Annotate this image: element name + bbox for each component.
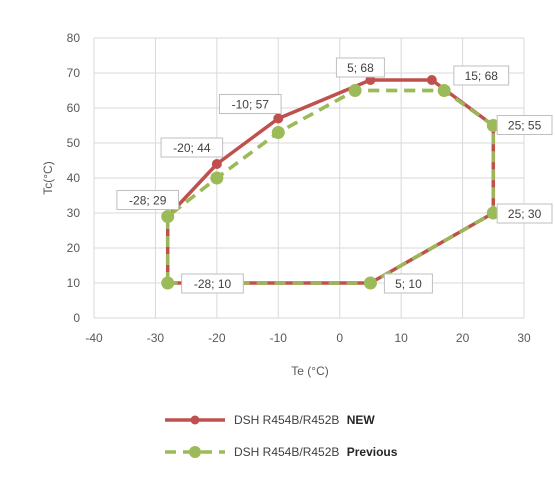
y-tick-label: 20 bbox=[67, 241, 81, 255]
series-lines bbox=[161, 75, 500, 290]
series-point-previous bbox=[486, 119, 500, 132]
data-callout: 15; 68 bbox=[453, 65, 510, 86]
series-point-new bbox=[273, 113, 284, 124]
callout-label: -28; 29 bbox=[129, 194, 167, 208]
y-tick-label: 0 bbox=[73, 311, 80, 325]
data-callout: -28; 10 bbox=[181, 273, 244, 294]
data-callouts: 5; 68 15; 68 -10; 57 25; 55 -20; 44 -28; 29 25… bbox=[116, 57, 553, 294]
callout-box bbox=[496, 203, 553, 224]
x-tick-label: -40 bbox=[85, 331, 103, 345]
data-callout: -10; 57 bbox=[218, 94, 282, 114]
callout-label: -20; 44 bbox=[173, 141, 211, 155]
callout-label: -10; 57 bbox=[232, 98, 270, 112]
series-point-new bbox=[426, 75, 437, 85]
y-tick-label: 70 bbox=[67, 66, 81, 80]
x-tick-label: 0 bbox=[336, 331, 343, 345]
x-axis-title: Te (°C) bbox=[291, 364, 328, 378]
legend-entry: DSH R454B/R452B Previous bbox=[165, 445, 398, 459]
series-point-previous bbox=[437, 84, 451, 97]
data-callout: 25; 30 bbox=[496, 203, 553, 224]
x-tick-label: 30 bbox=[517, 331, 531, 345]
data-callout: -28; 29 bbox=[116, 190, 180, 210]
x-tick-label: -20 bbox=[208, 331, 226, 345]
callout-box bbox=[181, 273, 244, 294]
callout-box bbox=[383, 273, 433, 294]
x-tick-label: 20 bbox=[456, 331, 470, 345]
y-tick-label: 50 bbox=[67, 136, 81, 150]
y-axis-title: Tc(°C) bbox=[41, 161, 55, 194]
callout-box bbox=[453, 65, 510, 86]
y-tick-label: 80 bbox=[67, 31, 81, 45]
callout-label: 5; 10 bbox=[395, 277, 422, 291]
series-point-previous bbox=[348, 84, 362, 97]
x-tick-label: -10 bbox=[270, 331, 288, 345]
series-point-previous bbox=[161, 210, 175, 223]
series-point-previous bbox=[161, 276, 175, 290]
legend-label: DSH R454B/R452B NEW bbox=[234, 413, 375, 427]
callout-box bbox=[218, 94, 282, 114]
data-callout: -20; 44 bbox=[160, 137, 224, 158]
series-point-previous bbox=[271, 126, 285, 139]
callout-box bbox=[335, 57, 385, 78]
data-callout: 5; 10 bbox=[383, 273, 433, 294]
legend-series-name: DSH R454B/R452B bbox=[234, 445, 343, 459]
series-point-previous bbox=[486, 206, 500, 220]
series-point-new bbox=[211, 159, 222, 169]
callout-box bbox=[116, 190, 180, 210]
callout-label: 5; 68 bbox=[347, 61, 374, 75]
callout-label: -28; 10 bbox=[194, 277, 232, 291]
legend-series-suffix: Previous bbox=[347, 445, 398, 459]
callout-label: 25; 55 bbox=[508, 119, 542, 133]
axis-ticks: -40 -30 -20 -10 0 10 20 30 0 10 20 30 40 50 60 70 80 bbox=[67, 31, 531, 345]
x-tick-label: -30 bbox=[147, 331, 165, 345]
legend-swatch-marker bbox=[190, 415, 200, 425]
y-tick-label: 10 bbox=[67, 276, 81, 290]
callout-box bbox=[496, 115, 553, 135]
legend-entry: DSH R454B/R452B NEW bbox=[165, 413, 375, 427]
series-point-previous bbox=[363, 276, 377, 290]
legend-swatch-marker bbox=[189, 446, 201, 458]
callout-label: 15; 68 bbox=[465, 69, 499, 83]
series-point-previous bbox=[210, 171, 224, 185]
y-tick-label: 60 bbox=[67, 101, 81, 115]
x-tick-label: 10 bbox=[394, 331, 408, 345]
data-callout: 5; 68 bbox=[335, 57, 385, 78]
y-tick-label: 40 bbox=[67, 171, 81, 185]
legend-label: DSH R454B/R452B Previous bbox=[234, 445, 398, 459]
series-line-previous-overlay bbox=[165, 88, 496, 285]
callout-box bbox=[160, 137, 224, 158]
data-callout: 25; 55 bbox=[496, 115, 553, 135]
callout-label: 25; 30 bbox=[508, 207, 542, 221]
legend-series-name: DSH R454B/R452B bbox=[234, 413, 343, 427]
legend-series-suffix: NEW bbox=[347, 413, 376, 427]
y-tick-label: 30 bbox=[67, 206, 81, 220]
